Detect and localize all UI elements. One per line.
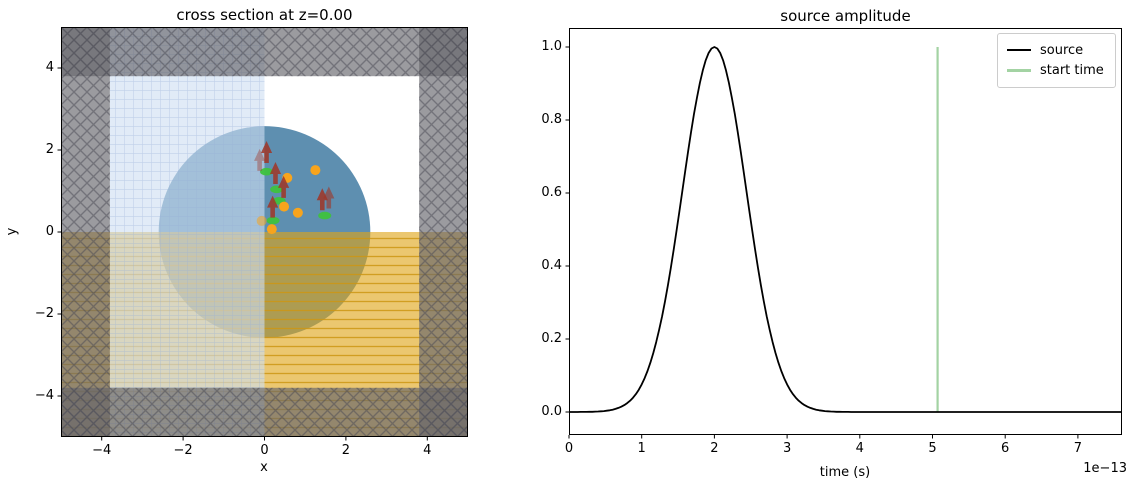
time-tick-label: 0 bbox=[564, 441, 574, 456]
legend-label-start-time: start time bbox=[1040, 62, 1104, 78]
x-tick-label: −4 bbox=[92, 443, 112, 458]
pml-band-hatch bbox=[61, 27, 468, 77]
amplitude-tick-label: 0.4 bbox=[541, 258, 562, 273]
pml-band-hatch bbox=[61, 387, 468, 437]
time-tick-label: 1 bbox=[637, 441, 646, 456]
y-tick-label: 2 bbox=[45, 142, 54, 157]
source-amplitude-plot-area bbox=[565, 28, 1122, 439]
monitor-marker-orange bbox=[266, 224, 277, 235]
time-tick-label: 2 bbox=[710, 441, 719, 456]
cross-section-title: cross section at z=0.00 bbox=[176, 6, 353, 24]
source-arrow-marker bbox=[316, 188, 328, 211]
time-tick-label: 5 bbox=[928, 441, 937, 456]
time-tick-label: 7 bbox=[1073, 441, 1083, 456]
monitor-marker-orange bbox=[256, 215, 267, 226]
monitor-marker-orange bbox=[310, 165, 321, 176]
source-arrow-marker bbox=[260, 141, 273, 164]
monitor-marker-orange bbox=[292, 207, 303, 218]
time-tick-label: 6 bbox=[1001, 441, 1010, 456]
axis-offset-label: 1e−13 bbox=[1083, 461, 1127, 476]
pml-band-hatch bbox=[419, 27, 468, 437]
source-line-swatch bbox=[1007, 49, 1031, 51]
source-arrow-marker bbox=[254, 148, 266, 171]
y-tick-label: 4 bbox=[45, 60, 54, 75]
legend-entry-source: source bbox=[1007, 40, 1106, 60]
time-tick-label: 3 bbox=[782, 441, 792, 456]
pml-band-hatch bbox=[61, 27, 110, 437]
x-tick-label: 4 bbox=[423, 443, 432, 458]
axes-frame bbox=[61, 27, 468, 437]
legend-label-source: source bbox=[1040, 42, 1084, 58]
y-tick-label: −2 bbox=[34, 306, 54, 321]
amplitude-tick-label: 0.0 bbox=[541, 404, 562, 419]
amplitude-tick-label: 0.8 bbox=[541, 112, 562, 127]
source-arrow-marker bbox=[267, 195, 279, 218]
source-arrow-marker bbox=[323, 186, 335, 209]
axes-frame bbox=[569, 28, 1122, 435]
x-tick-label: −2 bbox=[173, 443, 193, 458]
legend-entry-start-time: start time bbox=[1007, 60, 1106, 80]
source-amplitude-title: source amplitude bbox=[780, 7, 911, 25]
monitor-marker-green bbox=[260, 167, 274, 176]
amplitude-tick-label: 0.6 bbox=[541, 185, 562, 200]
start-time-line-swatch bbox=[1007, 68, 1031, 72]
mesh-override-hatch bbox=[109, 27, 265, 437]
monitor-marker-green bbox=[266, 216, 280, 225]
time-tick-label: 4 bbox=[855, 441, 864, 456]
monitor-marker-orange bbox=[279, 201, 290, 212]
amplitude-tick-label: 0.2 bbox=[541, 331, 562, 346]
cross-section-plot-area bbox=[57, 27, 468, 441]
source-arrow-marker bbox=[278, 175, 290, 198]
cross-section-xlabel: x bbox=[260, 460, 268, 475]
amplitude-tick-label: 1.0 bbox=[541, 39, 562, 54]
time-axis-label: time (s) bbox=[819, 465, 871, 480]
x-tick-label: 0 bbox=[260, 443, 269, 458]
y-tick-label: 0 bbox=[45, 224, 54, 239]
x-tick-label: 2 bbox=[341, 443, 351, 458]
legend-box: source start time bbox=[997, 33, 1116, 88]
y-tick-label: −4 bbox=[34, 388, 54, 403]
source-curve bbox=[569, 46, 1122, 413]
monitor-marker-green bbox=[318, 211, 332, 220]
source-arrow-marker bbox=[269, 161, 282, 184]
